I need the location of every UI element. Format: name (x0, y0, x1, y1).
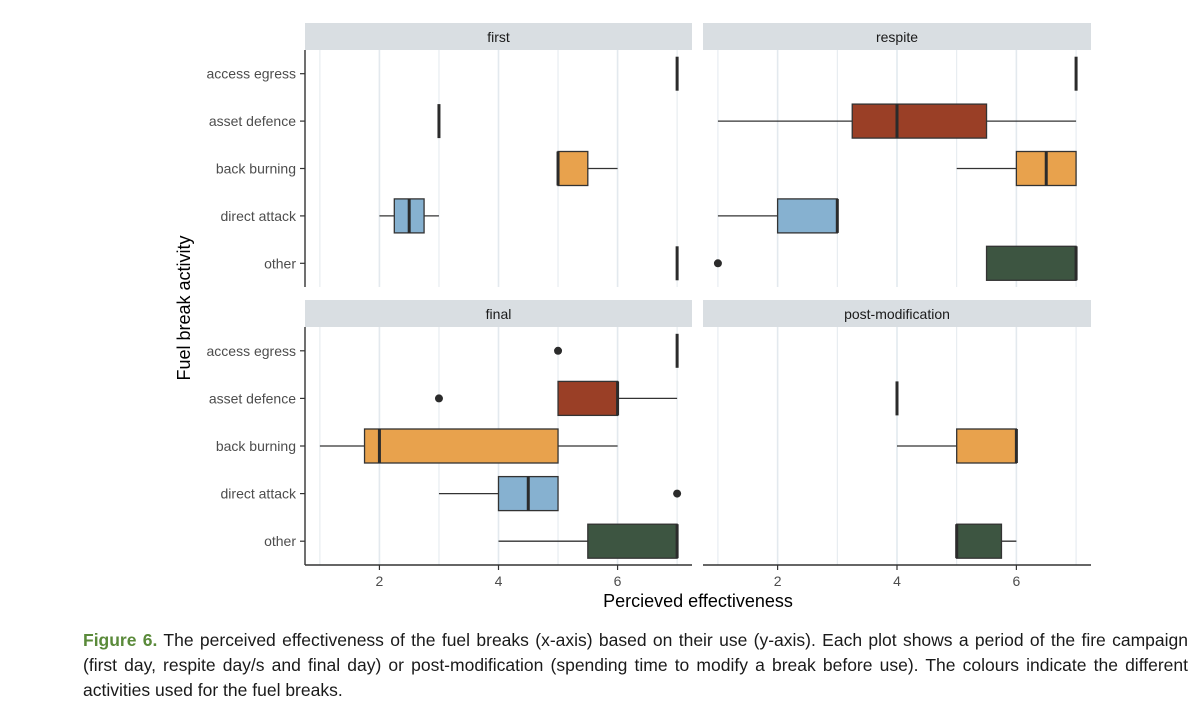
iqr-box (557, 380, 619, 417)
panel-post-modification: post-modification 2 4 6 (703, 300, 1091, 589)
iqr-box (985, 245, 1077, 281)
y-tick-label: asset defence (209, 113, 296, 129)
outlier-point (554, 346, 563, 355)
panel-final: final access egress asset defence back burn… (207, 300, 692, 589)
outlier-point (673, 489, 682, 498)
box-other (713, 245, 1078, 281)
x-tick-label: 4 (893, 573, 901, 589)
iqr-box (956, 428, 1018, 464)
y-tick-label: back burning (216, 438, 296, 454)
y-tick-label: other (264, 533, 296, 549)
x-tick-label: 6 (614, 573, 622, 589)
x-axis-title: Percieved effectiveness (603, 591, 793, 611)
iqr-box (363, 428, 559, 464)
box-back-burning (556, 150, 618, 187)
figure-label: Figure 6. (83, 630, 158, 650)
x-tick-label: 2 (774, 573, 782, 589)
panel-title-first: first (487, 29, 510, 45)
y-tick-label: access egress (207, 343, 296, 359)
iqr-box (956, 523, 1003, 559)
y-tick-label: access egress (207, 66, 296, 82)
box-back-burning (319, 428, 618, 464)
panel-strip-post-modification (703, 300, 1091, 327)
x-tick-label: 6 (1012, 573, 1020, 589)
y-tick-label: other (264, 255, 296, 271)
panel-respite: respite (703, 23, 1091, 287)
y-tick-label: direct attack (221, 486, 297, 502)
panel-title-final: final (486, 306, 512, 322)
y-axis-title: Fuel break activity (174, 235, 194, 380)
box-back-burning (956, 150, 1077, 187)
box-access-egress (554, 333, 679, 368)
outlier-point (713, 259, 722, 268)
panel-strip-first (305, 23, 692, 50)
box-direct-attack (717, 198, 839, 234)
x-tick-label: 2 (376, 573, 384, 589)
faceted-boxplot-chart: Fuel break activity Percieved effectiven… (174, 23, 1091, 611)
y-tick-label: asset defence (209, 390, 296, 406)
box-back-burning (897, 428, 1018, 464)
iqr-box (776, 198, 838, 234)
panel-title-post-modification: post-modification (844, 306, 950, 322)
iqr-box (851, 103, 988, 139)
panel-strip-final (305, 300, 692, 327)
x-tick-label: 4 (495, 573, 503, 589)
y-tick-label: direct attack (221, 208, 297, 224)
box-asset-defence (717, 103, 1077, 139)
panel-first: first access egress asset defence back burn… (207, 23, 692, 287)
outlier-point (434, 394, 443, 403)
box-direct-attack (438, 475, 682, 512)
box-direct-attack (379, 198, 439, 234)
box-other (498, 523, 679, 559)
iqr-box (557, 150, 589, 187)
panel-strip-respite (703, 23, 1091, 50)
y-tick-label: back burning (216, 161, 296, 177)
iqr-box (587, 523, 678, 559)
box-other (955, 523, 1017, 559)
box-asset-defence (434, 380, 678, 417)
figure-caption: Figure 6. The perceived effectiveness of… (83, 628, 1188, 703)
caption-text: The perceived effectiveness of the fuel … (83, 630, 1189, 700)
panel-title-respite: respite (876, 29, 918, 45)
